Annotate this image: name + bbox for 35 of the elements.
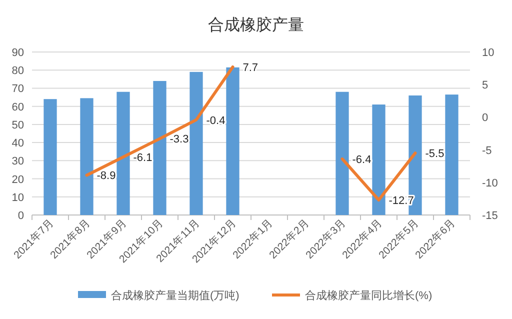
y-tick-label: 90 xyxy=(12,47,24,59)
bar xyxy=(445,94,458,215)
bar xyxy=(44,99,57,215)
bar xyxy=(153,80,166,215)
data-label: -5.5 xyxy=(425,148,444,160)
bar xyxy=(116,92,130,215)
y2-tick-label: 0 xyxy=(482,112,488,124)
y2-tick-label: -5 xyxy=(482,144,492,157)
y2-tick-label: -15 xyxy=(482,210,498,222)
y2-tick-label: 5 xyxy=(482,80,488,92)
y-tick-label: 0 xyxy=(18,210,24,222)
data-label: -8.9 xyxy=(96,170,116,182)
bar xyxy=(336,92,349,215)
y2-tick-label: 10 xyxy=(482,47,494,59)
data-label: -6.4 xyxy=(352,154,372,166)
bar xyxy=(80,98,94,215)
data-label: 7.7 xyxy=(242,62,258,74)
chart-title: 合成橡胶产量 xyxy=(208,16,304,34)
legend-label: 合成橡胶产量当期值(万吨) xyxy=(111,289,240,302)
y-tick-label: 20 xyxy=(12,174,24,186)
bar xyxy=(372,104,386,215)
y-tick-label: 80 xyxy=(12,65,24,78)
y-tick-label: 70 xyxy=(12,83,24,96)
legend-label: 合成橡胶产量同比增长(%) xyxy=(305,289,432,302)
y2-tick-label: -10 xyxy=(482,177,498,190)
data-label: -3.3 xyxy=(170,134,189,146)
data-label: -0.4 xyxy=(206,114,226,127)
bar xyxy=(226,67,240,215)
y-tick-label: 60 xyxy=(12,101,24,114)
y-tick-label: 30 xyxy=(12,156,24,168)
data-label: -6.1 xyxy=(133,152,152,164)
y-tick-label: 10 xyxy=(12,192,24,204)
y-tick-label: 50 xyxy=(12,119,24,132)
bar xyxy=(190,72,203,215)
y-tick-label: 40 xyxy=(12,138,24,150)
